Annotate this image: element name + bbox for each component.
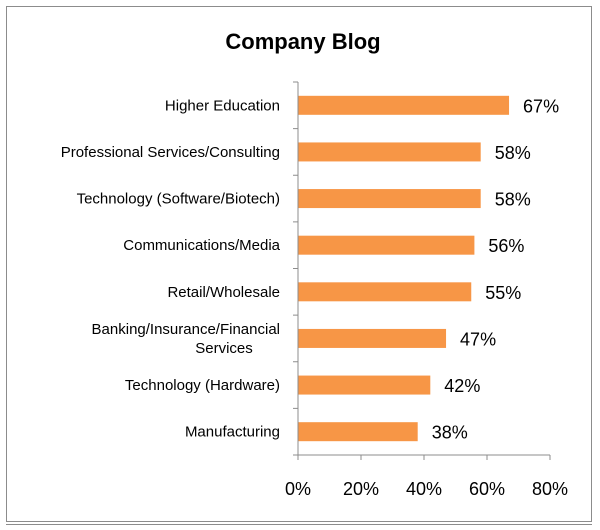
bar: [298, 142, 481, 162]
x-axis: 0% 20% 40% 60% 80%: [285, 81, 568, 499]
data-label: 47%: [460, 329, 496, 349]
data-label: 56%: [488, 236, 524, 256]
x-tick-label: 80%: [532, 479, 568, 499]
data-label: 58%: [495, 143, 531, 163]
data-label: 42%: [444, 376, 480, 396]
bar: [298, 422, 418, 442]
data-label: 58%: [495, 190, 531, 210]
bar: [298, 189, 481, 209]
data-label: 67%: [523, 96, 559, 116]
x-tick-label: 0%: [285, 479, 311, 499]
data-labels: 67% 58% 58% 56% 55% 47% 42% 38%: [432, 96, 559, 442]
category-label: Professional Services/Consulting: [61, 144, 280, 161]
bar: [298, 235, 475, 255]
bars-layer: [298, 95, 510, 442]
x-tick-label: 20%: [343, 479, 379, 499]
category-label: Manufacturing: [185, 424, 280, 441]
bottom-divider: [0, 520, 600, 530]
category-label: Technology (Hardware): [125, 377, 280, 394]
category-label: Retail/Wholesale: [167, 284, 280, 301]
x-tick-label: 40%: [406, 479, 442, 499]
category-label: Banking/Insurance/Financial Services: [92, 321, 280, 357]
data-label: 55%: [485, 283, 521, 303]
category-label: Technology (Software/Biotech): [77, 191, 280, 208]
category-labels: Higher Education Professional Services/Co…: [61, 97, 281, 440]
bar: [298, 328, 447, 348]
bar: [298, 95, 510, 115]
category-label: Communications/Media: [123, 237, 280, 254]
bar: [298, 282, 472, 302]
x-tick-label: 60%: [469, 479, 505, 499]
category-label: Higher Education: [165, 97, 280, 114]
data-label: 38%: [432, 423, 468, 443]
bar: [298, 375, 431, 395]
chart-title: Company Blog: [225, 29, 380, 54]
